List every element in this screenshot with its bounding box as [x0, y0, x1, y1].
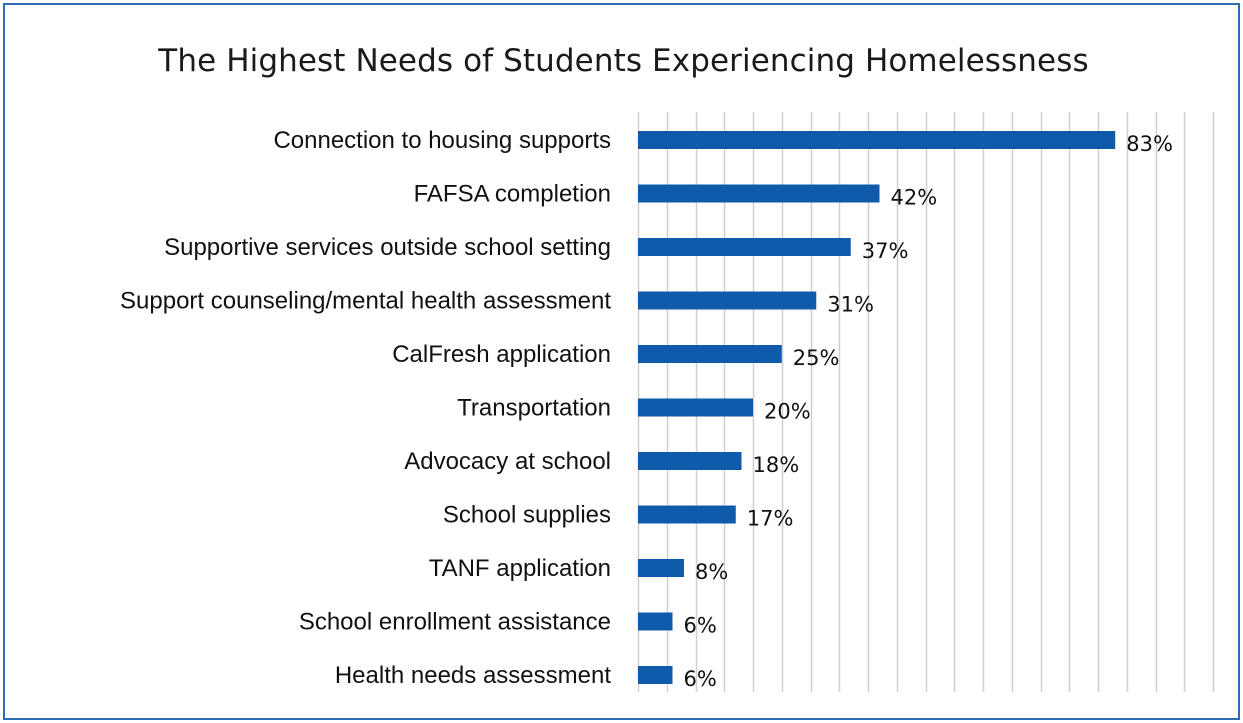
data-label: 37%	[862, 239, 909, 263]
category-label: Advocacy at school	[404, 448, 611, 475]
bar	[638, 131, 1116, 149]
data-label: 17%	[747, 507, 794, 531]
data-label: 83%	[1126, 132, 1173, 156]
bar	[638, 559, 684, 577]
data-label: 20%	[764, 400, 811, 424]
bar	[638, 666, 673, 684]
bar	[638, 184, 880, 203]
category-label: School supplies	[443, 502, 611, 529]
bar	[638, 291, 817, 310]
category-label: Supportive services outside school setti…	[164, 234, 611, 261]
category-label: FAFSA completion	[414, 181, 611, 208]
category-label: Transportation	[457, 395, 611, 422]
labels: Connection to housing supports 83% FAFSA c…	[120, 127, 1173, 691]
bars	[638, 131, 1116, 684]
category-label: School enrollment assistance	[299, 609, 611, 636]
category-label: CalFresh application	[392, 341, 611, 368]
bar	[638, 612, 673, 631]
data-label: 25%	[793, 346, 840, 370]
chart-title: The Highest Needs of Students Experienci…	[158, 43, 1089, 79]
category-label: Support counseling/mental health assessm…	[120, 288, 611, 315]
category-label: Connection to housing supports	[273, 127, 611, 154]
gridlines	[637, 112, 1215, 692]
data-label: 42%	[891, 186, 938, 210]
data-label: 6%	[684, 614, 717, 638]
chart-frame: The Highest Needs of Students Experienci…	[3, 3, 1240, 720]
data-label: 31%	[827, 293, 874, 317]
data-label: 18%	[753, 453, 800, 477]
bar	[638, 452, 742, 470]
bar	[638, 238, 851, 256]
category-label: TANF application	[429, 555, 611, 582]
bar	[638, 398, 753, 417]
category-label: Health needs assessment	[335, 662, 611, 689]
data-label: 8%	[695, 560, 728, 584]
data-label: 6%	[684, 667, 717, 691]
bar	[638, 345, 782, 363]
bar	[638, 505, 736, 524]
